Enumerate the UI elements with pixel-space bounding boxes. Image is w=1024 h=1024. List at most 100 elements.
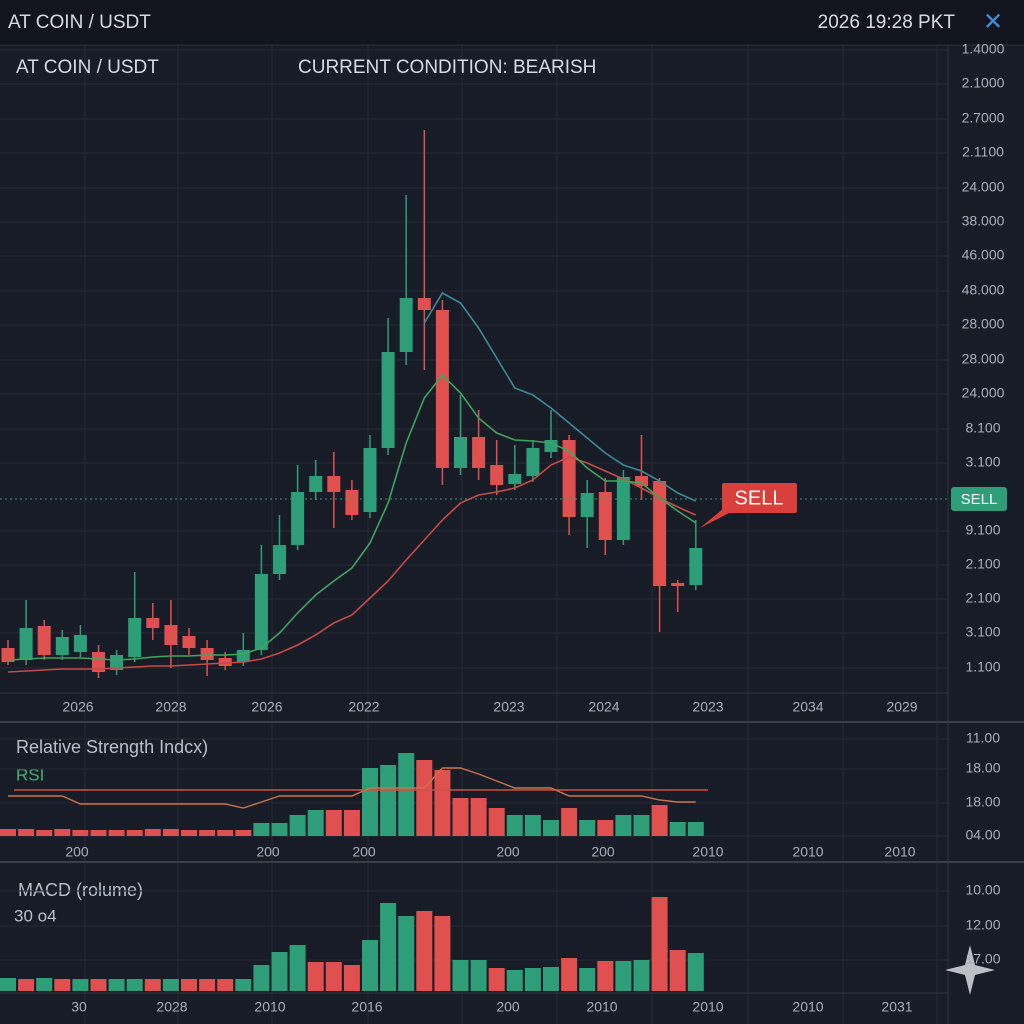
volume-bar <box>90 979 107 991</box>
candle-body <box>417 298 431 310</box>
volume-bar <box>452 798 469 836</box>
panel-subtitle: 30 o4 <box>14 906 57 925</box>
candle-body <box>616 477 630 540</box>
y-tick-label: 1.100 <box>965 659 1000 675</box>
volume-bar <box>506 815 523 836</box>
candle-body <box>182 636 196 648</box>
volume-bar <box>380 903 397 991</box>
volume-bar <box>181 979 197 991</box>
volume-bar <box>362 768 378 836</box>
y-tick-label: 8.100 <box>965 420 1000 436</box>
y-tick-label: 2.100 <box>965 590 1000 606</box>
volume-bar <box>36 978 53 991</box>
volume-bar <box>253 823 270 836</box>
volume-bar <box>108 979 125 991</box>
volume-bar <box>199 979 216 991</box>
candle-body <box>508 474 522 484</box>
y-tick-label: 9.100 <box>965 522 1000 538</box>
volume-bar <box>398 753 415 836</box>
volume-bar <box>669 950 686 991</box>
x-tick-label: 2034 <box>792 699 823 715</box>
y-tick-label: 28.000 <box>962 351 1005 367</box>
volume-bar <box>18 979 35 991</box>
candle-body <box>490 465 504 485</box>
volume-bar <box>470 960 487 991</box>
y-tick-label: 2.1000 <box>962 75 1005 91</box>
candle-body <box>19 628 33 660</box>
volume-bar <box>687 953 704 991</box>
volume-bar <box>343 965 360 991</box>
candle-body <box>200 648 214 660</box>
volume-bar <box>181 830 197 836</box>
volume-bar <box>343 810 360 836</box>
x-tick-label: 2022 <box>348 699 379 715</box>
candle-body <box>73 635 87 652</box>
y-tick-label: 2.7000 <box>962 110 1005 126</box>
panel-title: MACD (rolume) <box>18 880 143 900</box>
candle-body <box>689 548 703 585</box>
candle-body <box>580 493 594 517</box>
volume-bar <box>217 830 234 836</box>
volume-bar <box>72 979 89 991</box>
volume-bar <box>144 979 161 991</box>
ma-line <box>423 291 697 502</box>
candle-body <box>399 298 413 352</box>
y-tick-label: 38.000 <box>962 213 1005 229</box>
volume-bar <box>90 830 107 836</box>
volume-bar <box>235 979 252 991</box>
volume-bar <box>199 830 216 836</box>
candle-body <box>291 492 305 545</box>
y-tick-label: 3.100 <box>965 624 1000 640</box>
x-tick-label: 200 <box>256 844 280 860</box>
volume-bar <box>253 965 270 991</box>
volume-bar <box>543 820 559 836</box>
clock: 2026 19:28 PKT <box>818 12 956 33</box>
volume-bar <box>434 916 451 991</box>
x-tick-label: 2028 <box>155 699 186 715</box>
volume-bar <box>289 945 306 991</box>
x-tick-label: 2010 <box>254 999 285 1015</box>
candle-body <box>381 352 395 448</box>
x-tick-label: 200 <box>352 844 376 860</box>
app-title: AT COIN / USDT <box>8 12 151 33</box>
x-tick-label: 2010 <box>792 844 823 860</box>
volume-bar <box>633 960 650 991</box>
volume-bar <box>0 978 16 991</box>
volume-bar <box>524 968 541 991</box>
volume-bar <box>271 952 288 991</box>
x-tick-label: 2024 <box>588 699 619 715</box>
volume-bar <box>271 823 288 836</box>
volume-bar <box>651 805 668 836</box>
volume-bar <box>651 897 668 991</box>
x-tick-label: 2010 <box>586 999 617 1015</box>
annotation-label: SELL <box>735 487 784 509</box>
volume-bar <box>488 808 505 836</box>
volume-bar <box>452 960 469 991</box>
x-tick-label: 200 <box>496 844 520 860</box>
y-tick-label: 46.000 <box>962 247 1005 263</box>
x-tick-label: 2023 <box>493 699 524 715</box>
volume-bar <box>54 979 71 991</box>
volume-bar <box>470 798 487 836</box>
volume-bar <box>524 815 541 836</box>
y-tick-label: 10.00 <box>965 882 1000 898</box>
y-tick-label: 11.00 <box>966 730 1000 746</box>
candle-body <box>653 481 667 586</box>
candle-body <box>327 476 341 492</box>
panel-subtitle: RSI <box>16 765 44 784</box>
x-tick-label: 2029 <box>886 699 917 715</box>
price-badge-label: SELL <box>961 491 998 508</box>
candle-body <box>92 652 105 672</box>
candle-body <box>526 448 540 476</box>
x-tick-label: 2031 <box>881 999 912 1015</box>
y-tick-label: 24.000 <box>962 179 1005 195</box>
close-button[interactable]: ✕ <box>983 8 1003 35</box>
volume-bar <box>488 968 505 991</box>
candle-body <box>309 476 323 492</box>
volume-bar <box>561 958 578 991</box>
x-tick-label: 200 <box>591 844 615 860</box>
candle-body <box>128 618 142 657</box>
